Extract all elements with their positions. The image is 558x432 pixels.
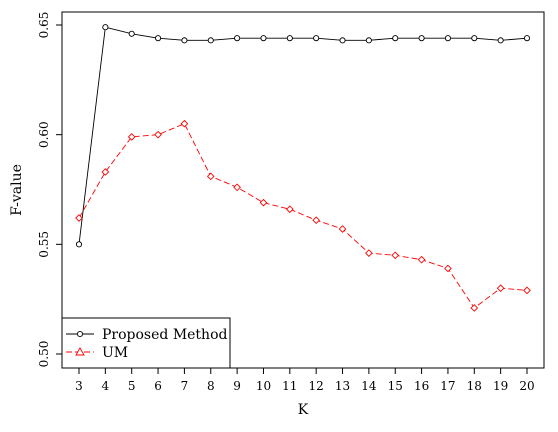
data-point [233,183,241,192]
data-point [365,249,373,257]
data-point [471,35,478,42]
legend-marker [76,330,84,338]
x-tick-label: 13 [335,379,350,393]
legend-marker [75,347,85,356]
x-tick-label: 16 [414,379,429,393]
y-tick-label: 0.65 [37,12,51,39]
data-point [496,284,505,293]
series-line [78,123,528,309]
data-point [444,35,451,42]
data-point [127,133,136,141]
x-tick-label: 19 [493,379,508,393]
x-axis: 3 4 5 6 7 8 9 10 11 12 13 14 15 16 17 18 19 20 [75,368,535,393]
data-point [155,35,162,42]
data-point [101,168,110,176]
x-tick-label: 12 [309,379,324,393]
series-line [78,26,528,245]
data-point [207,37,214,44]
data-point [75,241,83,248]
data-point [312,216,321,225]
data-point [339,37,346,44]
plot-frame [61,11,545,369]
x-tick-label: 7 [181,379,189,393]
data-point [417,255,426,264]
series-layer [75,24,531,312]
x-tick-label: 9 [233,379,241,393]
x-tick-label: 5 [128,379,136,393]
data-point [259,198,268,207]
data-point [444,264,452,273]
x-tick-label: 8 [207,379,215,393]
y-tick-label: 0.50 [37,341,51,368]
series-2 [75,119,531,312]
x-tick-label: 14 [361,379,377,393]
y-tick-label: 0.60 [37,121,51,148]
plot-area [61,11,545,369]
data-point [392,35,399,42]
x-tick-label: 15 [388,379,403,393]
legend-item: Proposed Method [66,327,228,343]
legend-label: UM [102,345,128,361]
data-point [313,35,320,42]
data-point [470,304,479,312]
data-point [75,214,83,222]
data-point [523,286,531,295]
data-point [181,37,188,44]
x-tick-label: 11 [282,379,297,393]
series-1 [75,24,531,248]
data-point [418,35,425,42]
data-point [128,30,135,37]
x-tick-label: 18 [467,379,482,393]
data-point [234,35,241,42]
y-axis-title: F-value [9,164,25,216]
data-point [523,35,531,42]
x-tick-label: 17 [440,379,455,393]
legend: Proposed Method UM [61,317,231,369]
data-point [365,37,372,44]
data-point [206,172,215,181]
data-point [286,35,293,42]
data-point [338,225,347,233]
data-point [154,130,162,139]
data-point [102,24,109,31]
data-point [391,251,400,260]
data-point [285,205,294,214]
legend-item: UM [66,345,128,361]
x-tick-label: 4 [102,379,110,393]
legend-box [61,317,231,369]
data-point [497,37,504,44]
x-tick-label: 3 [75,379,83,393]
data-point [180,119,189,128]
y-tick-label: 0.55 [37,231,51,258]
legend-label: Proposed Method [102,327,228,343]
x-tick-label: 10 [256,379,271,393]
data-point [260,35,267,42]
x-tick-label: 6 [154,379,162,393]
x-tick-label: 20 [519,379,534,393]
x-axis-title: K [298,402,309,418]
y-axis: 0.50 0.55 0.60 0.65 [37,12,62,368]
